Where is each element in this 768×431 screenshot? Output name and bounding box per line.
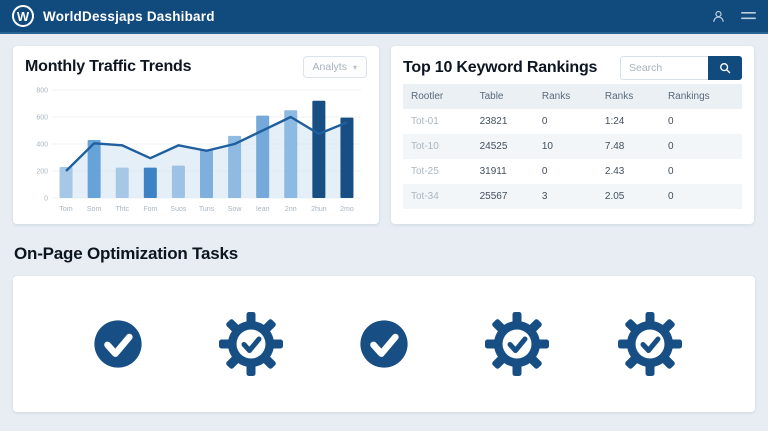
- table-row: Tot-34 25567 3 2.05 0: [403, 184, 742, 209]
- table-cell: 0: [659, 184, 742, 209]
- search-button[interactable]: [708, 56, 742, 80]
- table-header-1: Table: [471, 84, 534, 109]
- svg-text:Sow: Sow: [228, 206, 243, 213]
- table-cell: 7.48: [596, 134, 660, 159]
- traffic-panel: Monthly Traffic Trends Analyts ▾ 0 200 400…: [13, 46, 379, 224]
- svg-text:2hun: 2hun: [311, 206, 327, 213]
- table-header-2: Ranks: [533, 84, 597, 109]
- analytics-dropdown-label: Analyts: [312, 61, 347, 73]
- table-cell: Tot-01: [411, 116, 439, 127]
- circle-check-icon[interactable]: [86, 312, 150, 376]
- analytics-dropdown[interactable]: Analyts ▾: [302, 56, 367, 78]
- table-row: Tot-01 23821 0 1:24 0: [403, 109, 742, 134]
- table-cell: 2.43: [604, 166, 625, 177]
- table-header-row: Rootler Table Ranks Ranks Rankings: [403, 84, 742, 109]
- table-cell: 10: [533, 134, 597, 159]
- table-header-4: Rankings: [659, 84, 742, 109]
- table-cell: 25567: [471, 184, 534, 209]
- app-title: WorldDessjaps Dashibard: [43, 8, 215, 24]
- svg-text:600: 600: [36, 115, 48, 122]
- traffic-chart-svg: 0 200 400 600 800 Tom Som Thtc Fom Suos Tuns Sow Iea…: [36, 88, 361, 213]
- svg-text:Suos: Suos: [170, 206, 186, 213]
- traffic-chart: 0 200 400 600 800 Tom Som Thtc Fom Suos Tuns Sow Iea…: [25, 82, 367, 216]
- search-input[interactable]: [620, 56, 708, 80]
- tasks-section-title: On-Page Optimization Tasks: [14, 244, 239, 263]
- circle-check-icon[interactable]: [352, 312, 416, 376]
- table-header-3: Ranks: [596, 84, 660, 109]
- table-cell: 2.05: [596, 184, 660, 209]
- svg-text:Thtc: Thtc: [115, 206, 129, 213]
- keywords-panel-title: Top 10 Keyword Rankings: [403, 59, 598, 76]
- svg-text:Tuns: Tuns: [199, 206, 215, 213]
- table-header-0: Rootler: [403, 84, 472, 109]
- svg-text:400: 400: [36, 142, 48, 149]
- tasks-panel: [13, 276, 755, 412]
- svg-text:Iean: Iean: [256, 206, 270, 213]
- chevron-down-icon: ▾: [352, 62, 357, 72]
- table-cell: 23821: [479, 116, 508, 127]
- menu-icon[interactable]: [740, 8, 756, 24]
- svg-text:Fom: Fom: [143, 206, 157, 213]
- table-cell: Tot-10: [403, 134, 472, 159]
- user-icon[interactable]: [710, 8, 726, 24]
- svg-text:2mo: 2mo: [340, 206, 354, 213]
- table-cell: 0: [541, 166, 548, 177]
- keyword-rankings-table: Rootler Table Ranks Ranks Rankings Tot-01 238…: [403, 84, 742, 209]
- logo-letter: W: [16, 8, 30, 24]
- svg-text:2nn: 2nn: [285, 206, 297, 213]
- app-header: W WorldDessjaps Dashibard: [0, 0, 768, 34]
- gear-check-icon[interactable]: [618, 312, 683, 376]
- table-cell: 0: [667, 166, 674, 177]
- table-row: Tot-25 31911 0 2.43 0: [403, 159, 742, 184]
- app-logo: W: [12, 5, 34, 27]
- table-cell: 1:24: [604, 116, 625, 127]
- svg-text:Tom: Tom: [59, 206, 72, 213]
- table-cell: Tot-25: [411, 166, 439, 177]
- table-row: Tot-10 24525 10 7.48 0: [403, 134, 742, 159]
- svg-text:0: 0: [44, 196, 48, 203]
- table-cell: 0: [541, 116, 548, 127]
- table-cell: 0: [659, 134, 742, 159]
- svg-text:800: 800: [36, 88, 48, 95]
- traffic-panel-title: Monthly Traffic Trends: [25, 58, 192, 75]
- table-cell: Tot-34: [403, 184, 472, 209]
- gear-check-icon[interactable]: [218, 312, 283, 376]
- svg-text:Som: Som: [87, 206, 102, 213]
- svg-text:200: 200: [36, 169, 48, 176]
- search-icon: [719, 62, 731, 74]
- table-cell: 3: [533, 184, 597, 209]
- table-cell: 0: [667, 116, 674, 127]
- table-cell: 24525: [471, 134, 534, 159]
- gear-check-icon[interactable]: [485, 312, 550, 376]
- table-cell: 31911: [479, 166, 507, 177]
